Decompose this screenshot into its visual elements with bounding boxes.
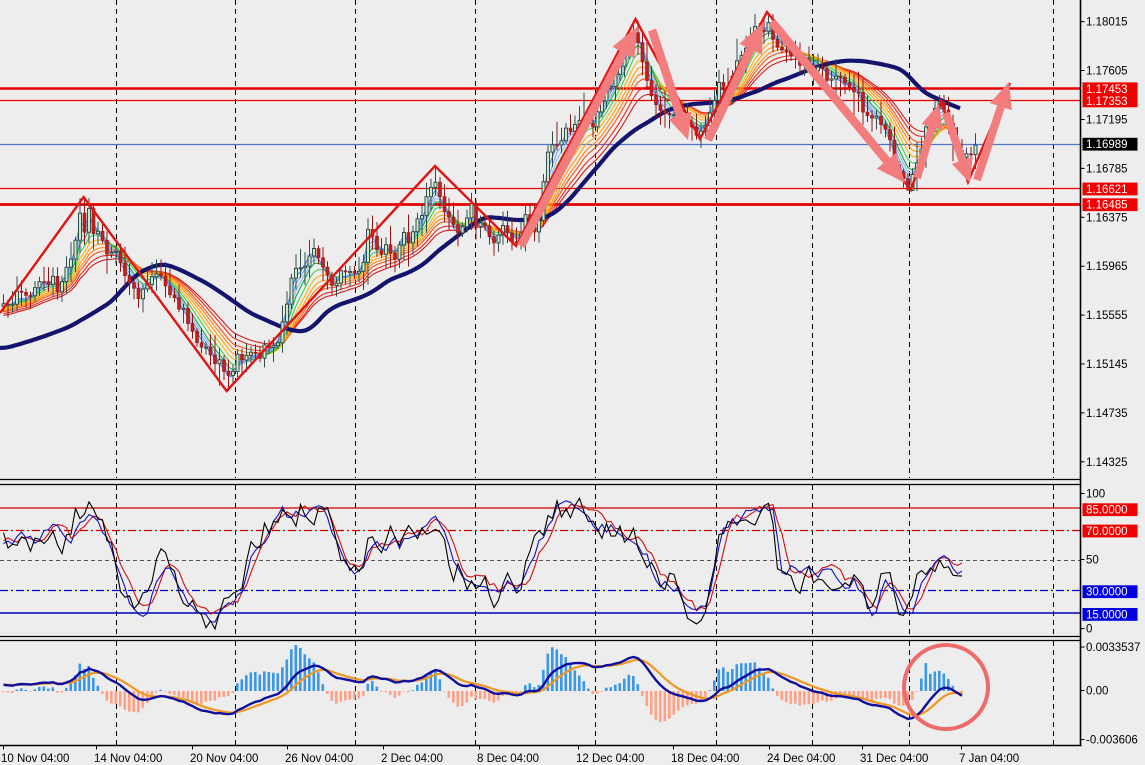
svg-text:1.16989: 1.16989 xyxy=(1086,139,1128,151)
svg-text:1.16621: 1.16621 xyxy=(1086,184,1128,196)
svg-text:1.14735: 1.14735 xyxy=(1086,408,1128,420)
svg-text:1.17453: 1.17453 xyxy=(1086,84,1128,96)
svg-text:12 Dec 04:00: 12 Dec 04:00 xyxy=(576,753,644,765)
svg-text:14 Nov 04:00: 14 Nov 04:00 xyxy=(94,753,162,765)
svg-text:100: 100 xyxy=(1086,489,1105,501)
svg-text:31 Dec 04:00: 31 Dec 04:00 xyxy=(860,753,928,765)
svg-text:1.16785: 1.16785 xyxy=(1086,163,1128,175)
svg-text:18 Dec 04:00: 18 Dec 04:00 xyxy=(671,753,739,765)
svg-text:1.15145: 1.15145 xyxy=(1086,359,1128,371)
svg-text:30.0000: 30.0000 xyxy=(1086,587,1128,599)
svg-text:1.17353: 1.17353 xyxy=(1086,96,1128,108)
svg-text:20 Nov 04:00: 20 Nov 04:00 xyxy=(190,753,258,765)
svg-text:1.17605: 1.17605 xyxy=(1086,66,1128,78)
svg-text:1.16375: 1.16375 xyxy=(1086,212,1128,224)
svg-text:50: 50 xyxy=(1086,555,1099,567)
svg-text:85.0000: 85.0000 xyxy=(1086,505,1128,517)
svg-text:0.0033537: 0.0033537 xyxy=(1086,642,1140,654)
svg-text:26 Nov 04:00: 26 Nov 04:00 xyxy=(285,753,353,765)
svg-text:2 Dec 04:00: 2 Dec 04:00 xyxy=(381,753,443,765)
svg-text:1.16485: 1.16485 xyxy=(1086,200,1128,212)
svg-text:1.18015: 1.18015 xyxy=(1086,17,1128,29)
svg-text:70.0000: 70.0000 xyxy=(1086,526,1128,538)
svg-text:7 Jan 04:00: 7 Jan 04:00 xyxy=(959,753,1019,765)
svg-text:1.14325: 1.14325 xyxy=(1086,457,1128,469)
svg-text:0.00: 0.00 xyxy=(1086,686,1108,698)
svg-text:1.15555: 1.15555 xyxy=(1086,310,1128,322)
svg-text:10 Nov 04:00: 10 Nov 04:00 xyxy=(1,753,69,765)
svg-text:15.0000: 15.0000 xyxy=(1086,609,1128,621)
svg-text:1.17195: 1.17195 xyxy=(1086,115,1128,127)
svg-text:-0.003606: -0.003606 xyxy=(1086,735,1138,747)
svg-text:8 Dec 04:00: 8 Dec 04:00 xyxy=(477,753,539,765)
svg-text:24 Dec 04:00: 24 Dec 04:00 xyxy=(767,753,835,765)
svg-text:1.15965: 1.15965 xyxy=(1086,261,1128,273)
svg-text:0: 0 xyxy=(1086,624,1092,636)
